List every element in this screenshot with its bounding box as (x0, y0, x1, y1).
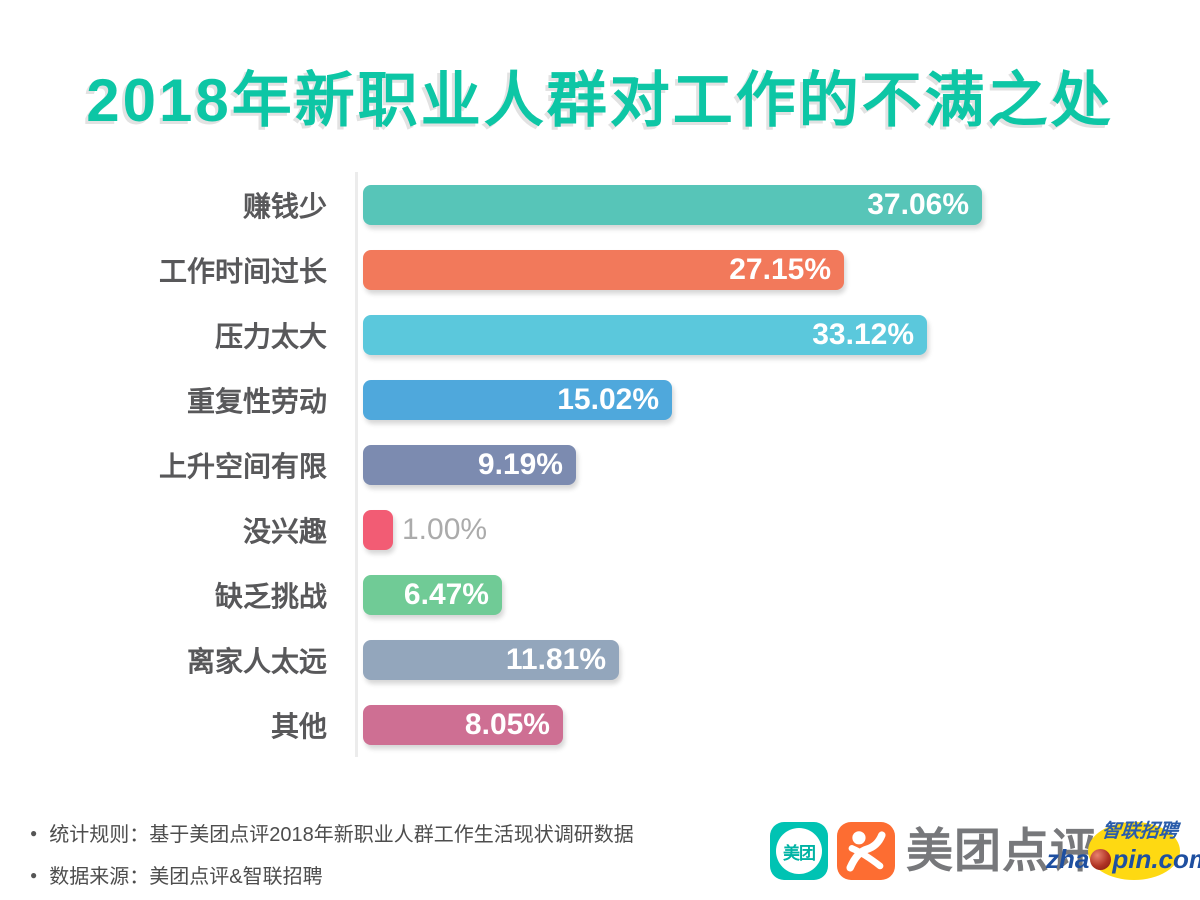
chart-row: 赚钱少 37.06% (30, 172, 1170, 237)
chart-row: 工作时间过长 27.15% (30, 237, 1170, 302)
chart-row: 其他 8.05% (30, 692, 1170, 757)
category-label: 缺乏挑战 (214, 580, 327, 612)
value-label: 33.12% (812, 317, 914, 351)
dianping-figure-icon (846, 831, 886, 872)
meituan-logo-icon: 美团 (770, 822, 828, 880)
chart-row: 离家人太远 11.81% (30, 627, 1170, 692)
value-label: 9.19% (477, 447, 563, 481)
meituan-logo-text: 美团 (783, 843, 816, 863)
bar-chart: 赚钱少 37.06% 工作时间过长 27.15% 压力太大 33.12% 重复性劳动 15.0… (30, 172, 1170, 757)
bar: 33.12% (363, 314, 927, 355)
bar (363, 509, 393, 550)
value-label: 8.05% (464, 707, 550, 741)
footnote-line: ● 统计规则：基于美团点评2018年新职业人群工作生活现状调研数据 (30, 818, 634, 847)
footnote-text: 统计规则：基于美团点评2018年新职业人群工作生活现状调研数据 (49, 824, 634, 846)
category-label: 上升空间有限 (158, 450, 327, 482)
zhaopin-cn-text: 智联招聘 (1100, 821, 1179, 842)
bullet-icon: ● (30, 825, 38, 840)
bar-track: 37.06% (355, 172, 1170, 237)
bullet-icon: ● (30, 867, 38, 882)
bar-track: 11.81% (355, 627, 1170, 692)
value-label: 1.00% (402, 512, 488, 546)
value-label: 37.06% (867, 187, 969, 221)
value-label: 15.02% (557, 382, 659, 416)
category-label: 压力太大 (214, 320, 327, 352)
category-label: 重复性劳动 (186, 385, 327, 417)
bar-track: 8.05% (355, 692, 1170, 757)
zhaopin-url-left: zha (1046, 844, 1090, 874)
category-label: 其他 (270, 710, 327, 742)
bar: 9.19% (363, 444, 576, 485)
zhaopin-url-right: pin.com (1112, 844, 1200, 874)
zhaopin-ball-icon (1090, 849, 1112, 870)
bar-track: 6.47% (355, 562, 1170, 627)
footnotes: ● 统计规则：基于美团点评2018年新职业人群工作生活现状调研数据 ● 数据来源… (30, 818, 634, 889)
page-title: 2018年新职业人群对工作的不满之处 (86, 67, 1114, 134)
bar: 8.05% (363, 704, 563, 745)
meituan-dianping-wordmark: 美团点评 (906, 824, 1098, 877)
bar: 11.81% (363, 639, 619, 680)
bar: 15.02% (363, 379, 672, 420)
value-label: 6.47% (403, 577, 489, 611)
chart-row: 没兴趣 1.00% (30, 497, 1170, 562)
chart-row: 上升空间有限 9.19% (30, 432, 1170, 497)
zhaopin-url-text: zha pin.com (1046, 844, 1200, 875)
meituan-logo-disc: 美团 (776, 828, 822, 874)
value-label: 27.15% (729, 252, 831, 286)
bar: 6.47% (363, 574, 502, 615)
zhaopin-logo: 智联招聘 zha pin.com (1046, 814, 1200, 890)
bar-track: 27.15% (355, 237, 1170, 302)
category-label: 赚钱少 (242, 190, 327, 222)
bar-track: 1.00% (355, 497, 1170, 562)
bar-track: 9.19% (355, 432, 1170, 497)
footnote-text: 数据来源：美团点评&智联招聘 (49, 866, 323, 888)
bar-rows: 赚钱少 37.06% 工作时间过长 27.15% 压力太大 33.12% 重复性劳动 15.0… (30, 172, 1170, 757)
bar: 27.15% (363, 249, 844, 290)
category-label: 没兴趣 (242, 515, 327, 547)
bar: 37.06% (363, 184, 982, 225)
category-label: 离家人太远 (186, 645, 327, 677)
bar-track: 15.02% (355, 367, 1170, 432)
chart-row: 重复性劳动 15.02% (30, 367, 1170, 432)
dianping-logo-icon (837, 822, 895, 880)
bar-track: 33.12% (355, 302, 1170, 367)
category-label: 工作时间过长 (158, 255, 327, 287)
chart-row: 缺乏挑战 6.47% (30, 562, 1170, 627)
footnote-line: ● 数据来源：美团点评&智联招聘 (30, 860, 634, 889)
value-label: 11.81% (505, 642, 606, 676)
chart-row: 压力太大 33.12% (30, 302, 1170, 367)
